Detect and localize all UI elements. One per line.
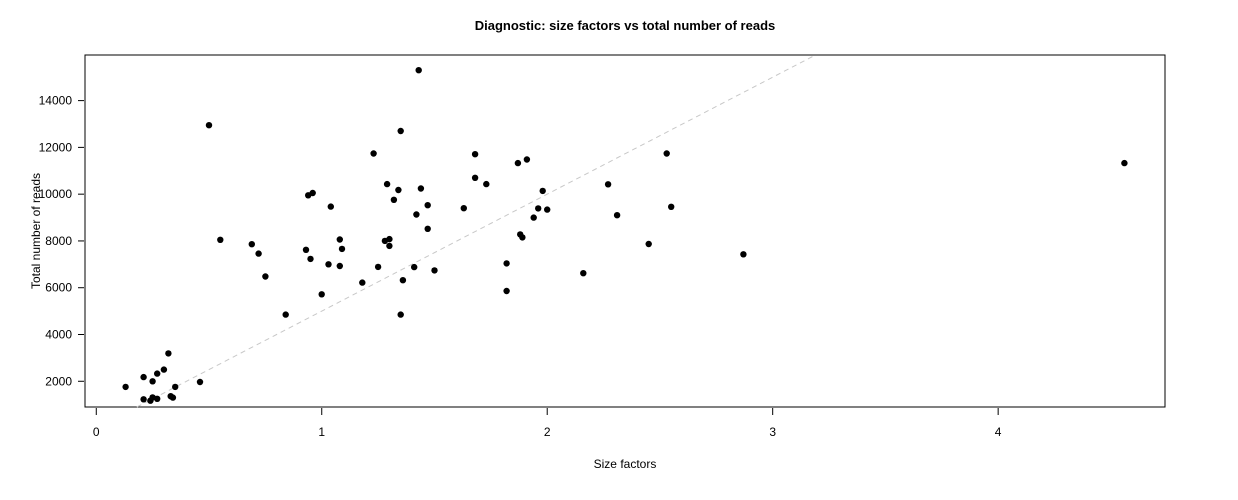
data-point (397, 127, 404, 135)
data-point (325, 261, 332, 268)
data-point (397, 311, 404, 318)
data-point (483, 180, 490, 188)
x-tick-label: 1 (318, 425, 325, 439)
chart-title: Diagnostic: size factors vs total number… (475, 18, 776, 33)
data-point (544, 206, 551, 213)
data-point (217, 236, 224, 243)
data-point (154, 395, 161, 402)
data-point (336, 262, 343, 270)
data-point (154, 370, 161, 377)
y-tick-label: 8000 (45, 234, 72, 248)
y-tick-label: 12000 (39, 140, 73, 154)
data-point (149, 378, 156, 385)
data-point (140, 373, 147, 381)
data-point (336, 236, 343, 243)
data-point (530, 214, 537, 221)
data-point (535, 205, 542, 212)
data-point (503, 287, 510, 295)
data-point (613, 212, 621, 219)
y-tick-label: 4000 (45, 327, 72, 341)
data-point (390, 196, 398, 203)
data-point (663, 150, 670, 157)
data-point (165, 350, 172, 357)
data-point (386, 235, 393, 243)
reference-line (136, 54, 816, 408)
data-point (580, 270, 587, 277)
data-point (370, 150, 377, 157)
data-point (519, 234, 526, 241)
data-point (668, 203, 675, 210)
data-point (386, 242, 393, 250)
data-point (411, 263, 418, 271)
data-point (471, 151, 479, 158)
data-point (395, 186, 402, 194)
data-point (309, 189, 316, 197)
data-point (122, 383, 129, 391)
data-point (307, 255, 314, 263)
y-tick-label: 6000 (45, 281, 72, 295)
data-point (413, 211, 420, 218)
data-point (374, 263, 382, 271)
data-point (523, 156, 531, 163)
y-tick-label: 2000 (45, 374, 72, 388)
data-point (262, 273, 269, 280)
data-point (417, 185, 425, 192)
data-point (172, 383, 179, 391)
data-point (169, 394, 177, 401)
data-point (471, 174, 479, 181)
data-point (383, 180, 391, 188)
data-point (359, 279, 366, 286)
reference-line-layer (136, 54, 816, 408)
data-point (318, 291, 325, 298)
y-tick-label: 14000 (39, 94, 73, 108)
data-point (338, 245, 346, 253)
data-point (604, 181, 612, 188)
y-axis-ticks: 2000 4000 6000 8000 10000 12000 14000 (39, 94, 84, 388)
data-point (205, 122, 213, 129)
y-tick-label: 10000 (39, 187, 73, 201)
data-point (460, 205, 467, 212)
data-point (645, 240, 652, 248)
plot-box (84, 54, 1166, 408)
data-point (740, 251, 747, 258)
x-axis-label: Size factors (594, 457, 657, 471)
x-axis-ticks: 0 1 2 3 4 (93, 408, 1002, 439)
data-point (424, 202, 431, 209)
data-point (424, 225, 431, 232)
x-tick-label: 0 (93, 425, 100, 439)
data-point (302, 246, 310, 253)
x-tick-label: 3 (769, 425, 776, 439)
data-point (140, 396, 147, 403)
data-point (248, 241, 255, 248)
data-point (399, 277, 407, 284)
x-tick-label: 2 (544, 425, 551, 439)
data-point (255, 250, 262, 257)
data-point (431, 267, 438, 274)
data-point (196, 378, 204, 386)
data-point (327, 203, 334, 210)
data-point (539, 187, 546, 195)
data-point (282, 311, 289, 318)
data-point (415, 67, 422, 74)
data-point (1121, 159, 1128, 167)
data-point (503, 260, 510, 267)
data-point (160, 366, 168, 373)
data-points (122, 67, 1128, 404)
y-axis-label: Total number of reads (29, 173, 43, 289)
x-tick-label: 4 (995, 425, 1002, 439)
data-point (514, 159, 522, 167)
